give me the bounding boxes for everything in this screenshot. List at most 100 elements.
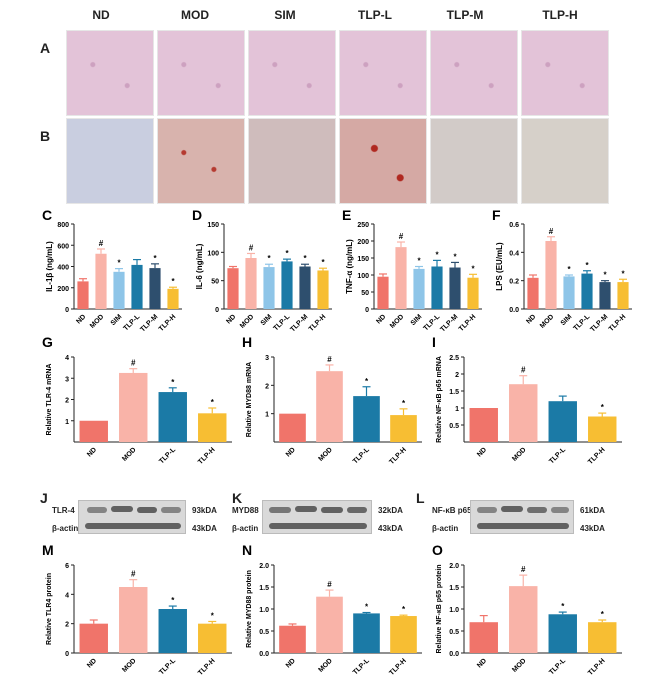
- chart-myd88-mrna: H 1 2 3 Relative MYD88 mRNA ND # MOD * TLP-L * TLP-…: [242, 335, 422, 466]
- chart-tnfa: E 0 50 100 150 200 250 TNF-α (ng/mL) ND # MOD * SIM *…: [342, 208, 482, 334]
- x-tick-label: MOD: [511, 657, 528, 674]
- panel-label-h: H: [242, 335, 252, 350]
- bar-tlp-l: [158, 609, 187, 653]
- significance-mark: *: [435, 250, 439, 259]
- x-tick-label: TLP-H: [587, 446, 607, 466]
- blot-band: [501, 506, 523, 512]
- y-tick-label: 2: [265, 383, 269, 390]
- x-tick-label: TLP-H: [388, 446, 408, 466]
- panel-label-m: M: [42, 543, 54, 558]
- y-tick-label: 2: [65, 622, 69, 629]
- bar-tlp-h: [617, 282, 629, 309]
- significance-mark: *: [471, 264, 475, 273]
- header-tlp-h: TLP-H: [542, 8, 578, 22]
- significance-mark: *: [211, 398, 215, 407]
- panel-label-e: E: [342, 208, 351, 223]
- blot-j-image: [78, 500, 186, 534]
- significance-mark: #: [249, 243, 254, 252]
- significance-mark: *: [211, 611, 215, 620]
- blot-k-ref-kda: 43kDA: [378, 524, 403, 533]
- bar-tlp-l: [158, 392, 187, 442]
- y-tick-label: 3: [265, 355, 269, 362]
- he-image-tlp-h: [521, 30, 609, 116]
- significance-mark: #: [99, 239, 104, 248]
- bar-tlp-h: [167, 288, 179, 309]
- blot-band: [85, 523, 181, 529]
- blot-band: [477, 523, 569, 529]
- chart-il1b: C 0 200 400 600 800 IL-1β (ng/mL) ND # MOD * SIM TLP…: [42, 208, 182, 334]
- he-image-tlp-l: [339, 30, 427, 116]
- x-tick-label: ND: [285, 446, 297, 458]
- y-tick-label: 400: [57, 265, 69, 272]
- bar-tlp-l: [353, 613, 380, 653]
- blot-band: [161, 507, 181, 513]
- y-tick-label: 0.4: [509, 250, 519, 257]
- x-tick-label: ND: [86, 446, 98, 458]
- blot-l-target-kda: 61kDA: [580, 506, 605, 515]
- significance-mark: *: [585, 261, 589, 270]
- bar-nd: [469, 408, 498, 442]
- chart-nfkb-protein: O 0.0 0.5 1.0 1.5 2.0 Relative NF-κB p65 prote…: [432, 543, 622, 677]
- bar-tlp-l: [131, 264, 143, 309]
- bar-nd: [79, 420, 108, 442]
- x-tick-label: ND: [86, 657, 98, 669]
- y-tick-label: 50: [211, 279, 219, 286]
- x-tick-label: TLP-H: [587, 657, 607, 677]
- bar-sim: [563, 276, 575, 309]
- y-tick-label: 1.5: [449, 389, 459, 396]
- x-tick-label: SIM: [260, 313, 274, 327]
- bar-tlp-h: [588, 622, 617, 653]
- x-tick-label: MOD: [389, 313, 406, 330]
- bar-tlp-m: [449, 267, 461, 309]
- bar-tlp-m: [149, 268, 161, 309]
- panel-label-c: C: [42, 208, 52, 223]
- y-tick-label: 200: [57, 286, 69, 293]
- y-tick-label: 800: [57, 222, 69, 229]
- x-tick-label: ND: [525, 313, 537, 325]
- significance-mark: *: [171, 378, 175, 387]
- he-image-nd: [66, 30, 154, 116]
- x-tick-label: MOD: [317, 657, 334, 674]
- blot-band: [269, 523, 367, 529]
- blot-band: [269, 507, 291, 513]
- panel-label-f: F: [492, 208, 501, 223]
- x-tick-label: TLP-L: [548, 657, 567, 676]
- bar-mod: [95, 253, 107, 309]
- x-tick-label: TLP-H: [608, 313, 628, 333]
- panel-label-g: G: [42, 335, 53, 350]
- bar-nd: [377, 276, 389, 309]
- bar-tlp-h: [198, 623, 227, 653]
- bar-mod: [395, 247, 407, 309]
- y-tick-label: 0.0: [509, 307, 519, 314]
- x-tick-label: TLP-M: [289, 313, 309, 333]
- blot-l-image: [470, 500, 574, 534]
- bar-sim: [263, 267, 275, 309]
- y-axis-label: Relative NF-κB p65 mRNA: [436, 356, 443, 443]
- y-tick-label: 150: [207, 222, 219, 229]
- y-tick-label: 0.5: [259, 629, 269, 636]
- significance-mark: *: [153, 254, 157, 263]
- x-tick-label: ND: [476, 446, 488, 458]
- x-tick-label: TLP-M: [139, 313, 159, 333]
- y-axis-label: Relative NF-κB p65 protein: [436, 564, 443, 653]
- bar-tlp-m: [299, 266, 311, 309]
- significance-mark: *: [171, 596, 175, 605]
- chart-myd88-protein: N 0.0 0.5 1.0 1.5 2.0 Relative MYD88 protein ND…: [242, 543, 422, 677]
- bar-mod: [119, 587, 148, 653]
- x-tick-label: MOD: [89, 313, 106, 330]
- x-tick-label: SIM: [560, 313, 574, 327]
- bar-tlp-h: [390, 415, 417, 442]
- y-axis-label: Relative MYD88 mRNA: [246, 362, 253, 437]
- y-tick-label: 600: [57, 243, 69, 250]
- y-tick-label: 100: [357, 273, 369, 280]
- chart-nfkb-mrna: I 0.5 1 1.5 2 2.5 Relative NF-κB p65 mRNA ND # MO…: [432, 335, 622, 466]
- significance-mark: *: [321, 258, 325, 267]
- panel-label-a: A: [40, 40, 51, 56]
- header-tlp-l: TLP-L: [358, 8, 392, 22]
- significance-mark: *: [601, 403, 605, 412]
- bar-nd: [227, 268, 239, 309]
- x-tick-label: TLP-M: [589, 313, 609, 333]
- y-tick-label: 1.5: [449, 585, 459, 592]
- y-tick-label: 0: [65, 307, 69, 314]
